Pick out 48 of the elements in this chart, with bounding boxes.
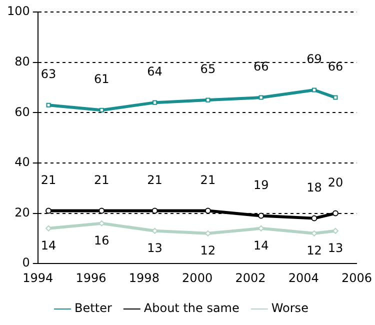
data-label: 21 (200, 172, 216, 187)
data-label: 14 (253, 238, 269, 252)
legend-label: Worse (271, 301, 308, 316)
data-label: 13 (328, 241, 344, 256)
data-label: 21 (147, 172, 162, 187)
x-tick-label: 1998 (128, 270, 160, 285)
point (152, 208, 158, 214)
legend-label: Better (74, 301, 112, 316)
point (333, 95, 338, 100)
point (152, 100, 158, 105)
y-tick-label: 40 (14, 155, 30, 170)
data-label: 61 (94, 72, 110, 86)
y-tick-label: 100 (7, 4, 30, 18)
data-label: 63 (40, 67, 56, 82)
point (332, 210, 338, 216)
x-tick-label: 2004 (288, 270, 319, 285)
x-tick-label: 1996 (76, 270, 106, 285)
x-tick-label: 1994 (22, 270, 54, 285)
x-tick-label: 2002 (235, 270, 266, 285)
y-tick-label: 80 (14, 54, 30, 68)
y-tick-label: 0 (22, 256, 30, 270)
data-label: 21 (94, 172, 110, 187)
data-label: 13 (147, 241, 162, 256)
point (206, 98, 210, 102)
point (46, 102, 51, 108)
data-label: 12 (200, 244, 216, 258)
legend-label: About the same (144, 301, 240, 316)
data-label: 21 (40, 172, 56, 187)
point (258, 212, 264, 219)
point (204, 208, 211, 214)
data-label: 16 (94, 233, 110, 248)
point (312, 88, 316, 92)
y-tick-label: 60 (14, 104, 30, 119)
data-label: 14 (40, 238, 56, 252)
y-tick-label: 20 (14, 205, 30, 220)
x-tick-label: 2000 (182, 270, 213, 285)
data-label: 12 (306, 244, 322, 258)
data-label: 19 (253, 178, 269, 192)
point (99, 108, 104, 112)
data-label: 20 (328, 175, 344, 190)
x-tick-label: 2006 (341, 270, 372, 285)
point (311, 215, 318, 222)
point (258, 95, 264, 100)
data-label: 65 (200, 62, 216, 76)
data-label: 18 (306, 180, 322, 194)
point (98, 208, 105, 214)
point (46, 208, 52, 214)
data-label: 64 (147, 64, 162, 79)
